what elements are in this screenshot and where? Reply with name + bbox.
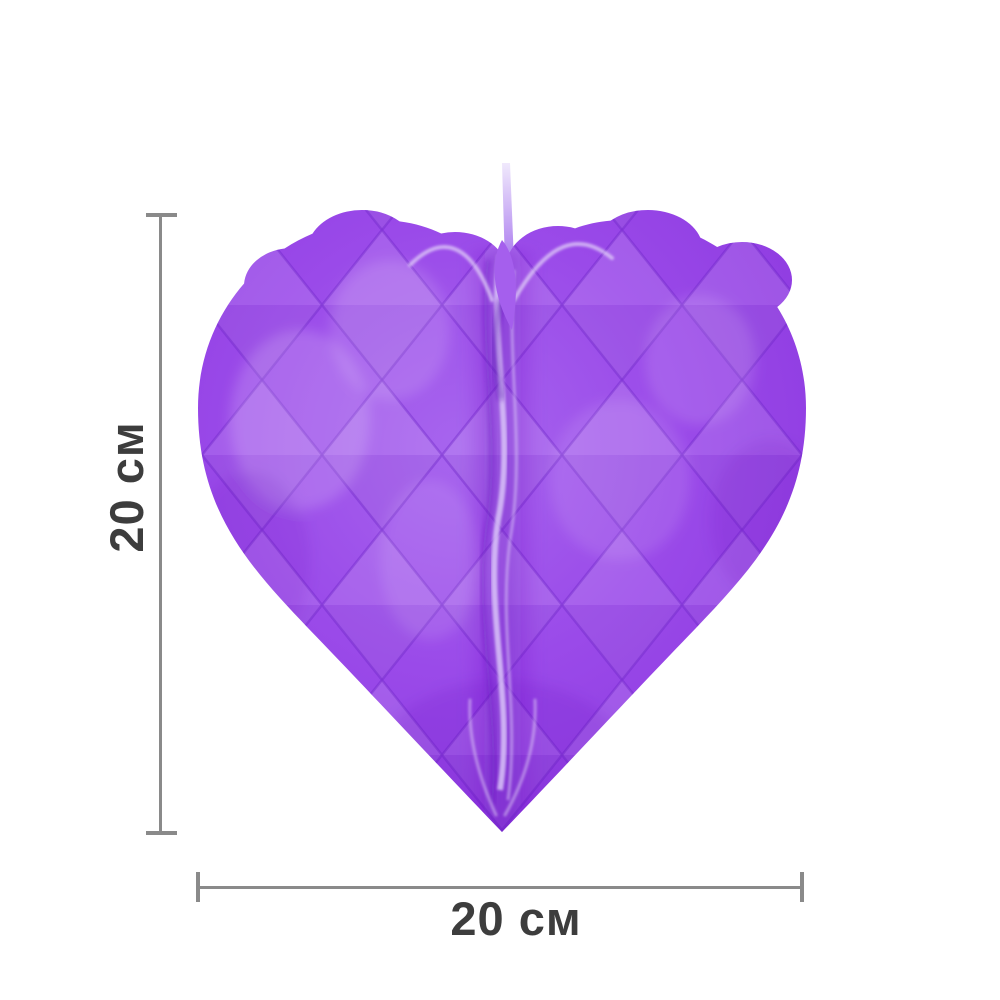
vertical-line-top-cap: [146, 213, 177, 217]
horizontal-line-right-cap: [800, 872, 804, 902]
vertical-dimension-line: [159, 215, 162, 833]
horizontal-line-left-cap: [196, 872, 200, 902]
notch-petal: [494, 240, 516, 330]
vertical-line-bottom-cap: [146, 831, 177, 835]
height-dimension-label: 20 см: [100, 421, 153, 553]
horizontal-dimension-line: [197, 886, 803, 889]
width-dimension-label: 20 см: [450, 892, 582, 945]
center-seam: [464, 250, 540, 832]
hanging-string: [502, 163, 514, 266]
